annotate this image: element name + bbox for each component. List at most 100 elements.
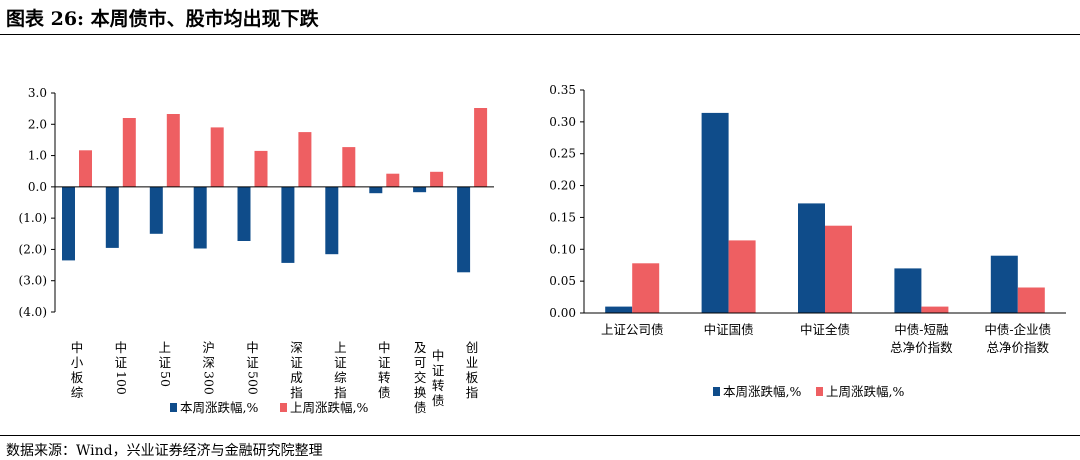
chart2-bar-last-week [921,306,949,313]
chart1-category-label: 指 [290,385,303,400]
chart1-category-label: 50 [158,371,173,387]
chart1-bar-last-week [386,173,400,187]
chart1-bar-this-week [193,186,207,249]
chart1-category-label: 上 [158,340,171,355]
chart1-category-label: 证 [378,355,391,370]
chart1-legend-swatch [280,403,287,412]
chart1-category-label: 指 [334,385,347,400]
chart1-category-label: 中 [246,340,259,355]
chart2-category-label: 总净价指数 [890,340,953,355]
chart1-category-label: 业 [466,355,479,370]
chart2-bar-this-week [990,255,1018,313]
chart1-bar-this-week [457,186,471,273]
chart1-bar-last-week [166,114,180,187]
chart1-category-label: 综 [71,385,84,400]
chart2-y-tick-label: 0.00 [549,306,576,320]
chart2-bar-last-week [825,225,852,313]
chart2-legend-label: 上周涨跌幅,% [826,384,904,399]
chart1-category-label: 100 [114,371,129,395]
chart1-bar-this-week [149,186,163,234]
chart1-bar-last-week [122,118,136,187]
chart2-y-tick-label: 0.10 [549,242,576,256]
chart1-bar-last-week [298,132,312,187]
chart2-legend-swatch [713,387,720,396]
title-rule [0,34,1080,35]
chart1-bar-this-week [237,186,251,241]
chart2-y-tick-label: 0.05 [549,274,576,288]
chart1-category-label: 交 [414,370,427,385]
chart1-category-label: 证 [290,355,303,370]
chart1-category-label: 综 [334,370,347,385]
chart1-category-label: 500 [246,371,261,395]
chart2-category-label: 上证公司债 [601,322,664,337]
chart1-bar-last-week [210,127,224,187]
chart1-category-label: 成 [290,370,303,385]
chart1-category-label: 债 [378,385,391,400]
chart2-bar-last-week [1017,287,1045,313]
chart1-category-label: 上 [334,340,347,355]
chart2-category-label: 中债-短融 [894,322,949,337]
chart2-category-label: 中证国债 [704,322,754,337]
chart2-bar-last-week [632,263,660,313]
chart1-category-label: 深 [202,355,215,370]
chart1-category-label: 债 [414,400,427,415]
chart2-category-label: 中证全债 [800,322,850,337]
chart2-category-label: 总净价指数 [987,340,1050,355]
source-rule [0,435,1080,436]
chart1-category-label: 300 [202,371,217,395]
chart1-legend-label: 上周涨跌幅,% [290,400,368,415]
source-note: 数据来源：Wind，兴业证券经济与金融研究院整理 [6,443,323,459]
chart1-bar-last-week [474,108,488,187]
chart1-category-label: 深 [290,340,303,355]
chart1-bar-this-week [413,186,427,193]
chart1-y-tick-label: 3.0 [28,86,47,100]
chart2-bar-this-week [798,203,825,313]
chart2-y-tick-label: 0.35 [549,83,576,97]
chart2-bar-this-week [605,306,633,313]
chart1-category-label: 证 [432,363,445,378]
chart1-y-tick-label: (1.0) [19,211,47,225]
chart1-bar-last-week [342,147,356,187]
chart1-category-label: 板 [71,370,84,385]
chart1-y-tick-label: 0.0 [28,180,47,194]
chart1-category-label: 证 [334,355,347,370]
chart1-bar-last-week [254,150,268,187]
chart1-category-label: 转 [378,370,391,385]
chart1-category-label: 证 [115,355,128,370]
chart1-category-label: 中 [115,340,128,355]
chart1-bar-this-week [281,186,295,263]
chart2-legend-swatch [816,387,823,396]
chart1-bar-last-week [430,171,444,187]
chart1-y-tick-label: (4.0) [19,305,47,319]
figure-title: 图表 26: 本周债市、股市均出现下跌 [6,8,319,30]
chart2-y-tick-label: 0.20 [549,179,576,193]
chart1-category-label: 中 [432,348,445,363]
chart2-y-tick-label: 0.15 [549,210,576,224]
chart1-category-label: 中 [378,340,391,355]
chart2-y-tick-label: 0.25 [549,147,576,161]
chart2-category-label: 中债-企业债 [984,322,1051,337]
chart1-category-label: 指 [466,385,479,400]
chart1-category-label: 换 [414,385,427,400]
chart1-bar-this-week [369,186,383,194]
chart1-category-label: 及 [414,340,427,355]
chart1-category-label: 创 [466,340,479,355]
chart2-bar-this-week [701,112,729,314]
chart1-category-label: 可 [414,355,427,370]
chart2-legend-label: 本周涨跌幅,% [723,384,801,399]
chart2-bar-last-week [728,240,756,313]
chart1-category-label: 沪 [202,340,215,355]
chart1-category-label: 债 [432,393,445,408]
chart2-bar-this-week [894,268,922,313]
chart1-y-tick-label: (2.0) [19,242,47,256]
chart1-category-label: 证 [246,355,259,370]
chart2-y-tick-label: 0.30 [549,115,576,129]
chart1-y-tick-label: 2.0 [28,117,47,131]
chart1-category-label: 转 [432,378,445,393]
chart1-legend-label: 本周涨跌幅,% [180,400,258,415]
chart1-bar-this-week [62,186,75,261]
chart1-category-label: 小 [71,355,84,370]
chart1-category-label: 证 [158,355,171,370]
chart1-category-label: 板 [466,370,479,385]
